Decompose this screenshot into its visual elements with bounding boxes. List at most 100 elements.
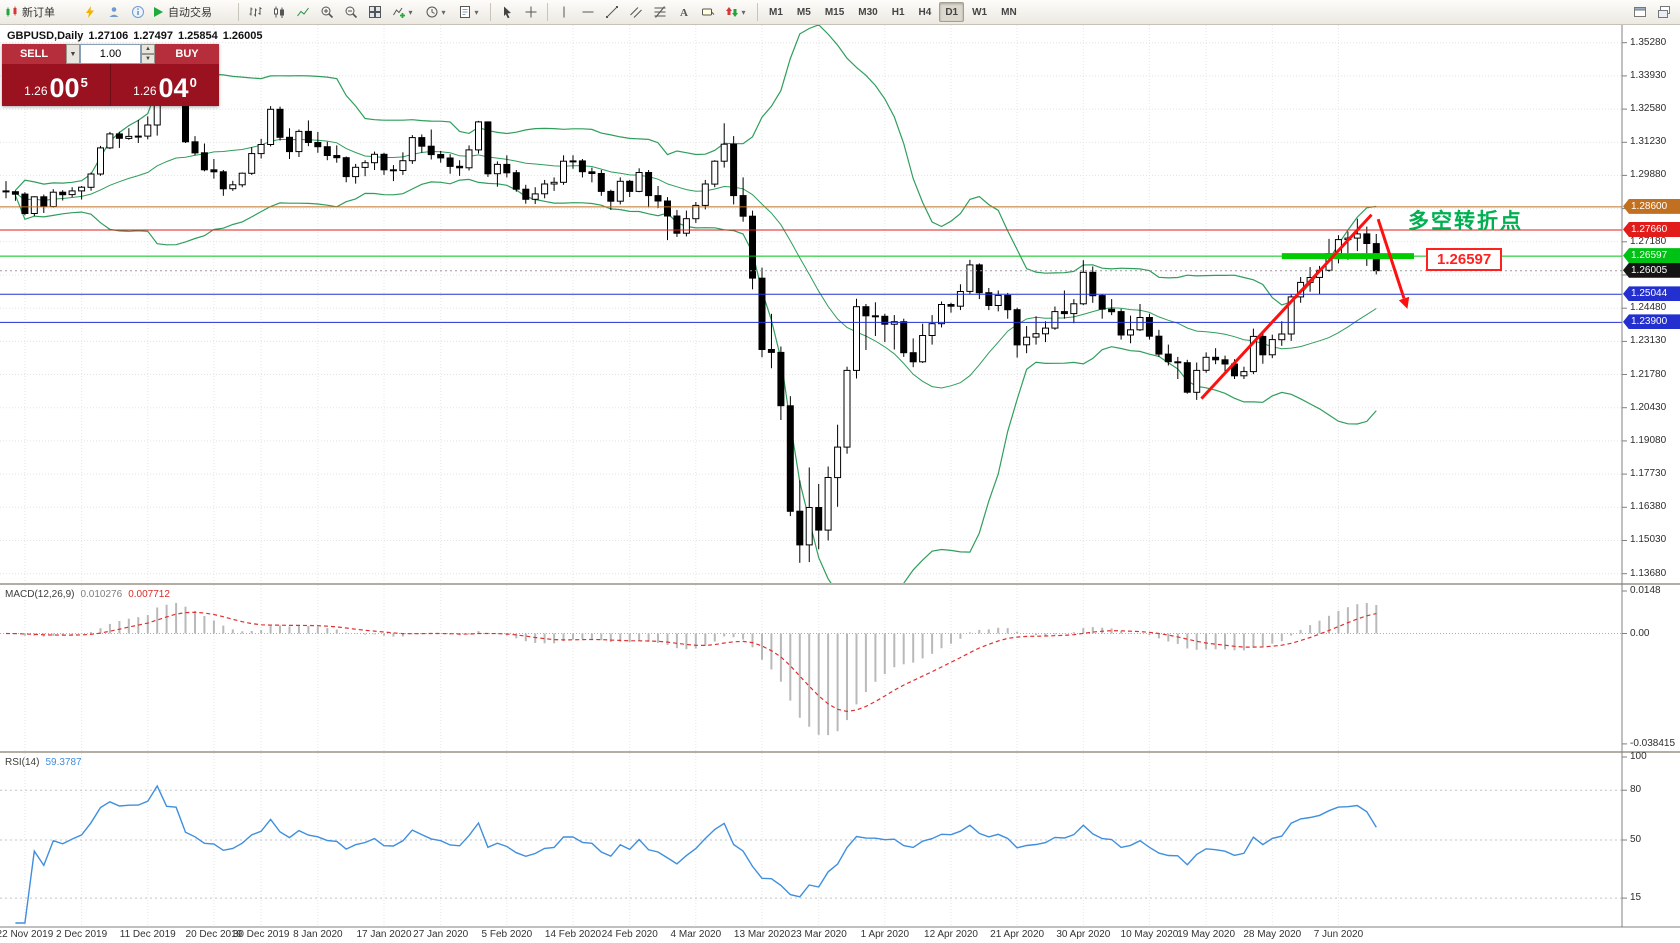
zoom-out-icon [344, 5, 358, 19]
indicators-button[interactable]: ▾ [388, 2, 419, 22]
timeframe-button-M1[interactable]: M1 [769, 6, 783, 18]
periods-button[interactable]: ▾ [421, 2, 452, 22]
template-icon [458, 5, 472, 19]
lot-spinner: ▲ ▼ [141, 44, 155, 64]
indicators-icon [392, 5, 406, 19]
lot-decrease-button[interactable]: ▼ [141, 54, 155, 64]
zoom-in-button[interactable] [316, 2, 338, 22]
chevron-down-icon: ▾ [741, 7, 746, 17]
toolbar-separator [757, 3, 758, 21]
info-icon [131, 5, 145, 19]
macd-plot [0, 603, 1622, 736]
macd-label-row: MACD(12,26,9) 0.010276 0.007712 [5, 589, 170, 600]
horizontal-line-button[interactable] [577, 2, 599, 22]
fibonacci-icon [653, 5, 667, 19]
timeframe-button-H1[interactable]: H1 [891, 6, 905, 18]
rsi-value: 59.3787 [45, 757, 82, 768]
cursor-button[interactable] [496, 2, 518, 22]
timeframe-bar: M1 M5 M15 M30 H1 H4 D1 W1 MN [762, 2, 1024, 22]
svg-text:A: A [680, 7, 688, 19]
zoom-in-icon [320, 5, 334, 19]
sell-button[interactable]: SELL [2, 44, 66, 64]
bid-small-digits: 1.26 [24, 84, 48, 98]
open-value: 1.27106 [88, 30, 129, 42]
trendline-button[interactable] [601, 2, 623, 22]
zoom-out-button[interactable] [340, 2, 362, 22]
bid-price-button[interactable]: 1.26 00 5 [2, 64, 110, 106]
price-scale[interactable] [1622, 25, 1680, 927]
rsi-name: RSI(14) [5, 757, 40, 768]
new-order-label: 新订单 [22, 7, 55, 19]
chevron-down-icon: ▼ [69, 50, 77, 58]
templates-button[interactable]: ▾ [454, 2, 485, 22]
rsi-label-row: RSI(14) 59.3787 [5, 757, 82, 768]
timeframe-button-D1[interactable]: D1 [939, 2, 965, 22]
autotrading-button[interactable]: 自动交易 [151, 2, 233, 22]
channel-button[interactable] [625, 2, 647, 22]
timeframe-button-M5[interactable]: M5 [796, 6, 811, 18]
vertical-line-icon [557, 5, 571, 19]
macd-signal-value: 0.007712 [128, 589, 170, 600]
tile-windows-icon [368, 5, 382, 19]
macd-name: MACD(12,26,9) [5, 589, 75, 600]
buy-button[interactable]: BUY [155, 44, 219, 64]
bar-chart-icon [248, 5, 262, 19]
main-chart-pane[interactable] [0, 25, 1622, 583]
line-chart-icon [296, 5, 310, 19]
play-icon [151, 5, 165, 19]
ask-price-button[interactable]: 1.26 04 0 [111, 64, 219, 106]
timeframe-button-M15[interactable]: M15 [824, 6, 845, 18]
time-scale[interactable] [0, 927, 1622, 943]
chart-title-ohlc: GBPUSD,Daily 1.27106 1.27497 1.25854 1.26005 [7, 30, 267, 42]
rsi-pane[interactable] [0, 753, 1622, 927]
text-label-button[interactable] [697, 2, 719, 22]
main-toolbar: 新订单 自动交易 ▾ ▾ ▾ A ▾ M1 M5 M15 M30 H1 H4 D1 W1 MN [0, 0, 1680, 25]
arrows-tool-button[interactable]: ▾ [721, 2, 752, 22]
trend-annotation [1200, 213, 1410, 400]
macd-pane[interactable] [0, 585, 1622, 751]
profiles-button[interactable] [103, 2, 125, 22]
close-value: 1.26005 [222, 30, 263, 42]
autotrading-label: 自动交易 [168, 7, 212, 19]
chart-window-icon[interactable] [1629, 2, 1651, 22]
label-icon [701, 5, 715, 19]
order-type-dropdown[interactable]: ▼ [66, 44, 80, 64]
help-button[interactable] [127, 2, 149, 22]
chevron-down-icon: ▾ [474, 7, 479, 17]
candlestick-chart-button[interactable] [268, 2, 290, 22]
rsi-plot [0, 784, 1622, 924]
lot-increase-button[interactable]: ▲ [141, 44, 155, 54]
bollinger-bands [14, 25, 1377, 583]
timeframe-button-M30[interactable]: M30 [858, 6, 878, 18]
new-order-button[interactable]: 新订单 [5, 2, 77, 22]
price-tag-annotation: 1.26597 [1426, 248, 1503, 271]
cursor-icon [500, 5, 514, 19]
timeframe-button-MN[interactable]: MN [1001, 6, 1017, 18]
tile-windows-button[interactable] [364, 2, 386, 22]
ask-small-digits: 1.26 [133, 84, 157, 98]
crosshair-icon [524, 5, 538, 19]
vertical-line-button[interactable] [553, 2, 575, 22]
chart-window-icon-2[interactable] [1653, 2, 1675, 22]
mql5-button[interactable] [79, 2, 101, 22]
person-icon [107, 5, 121, 19]
one-click-trading-panel: SELL ▼ ▲ ▼ BUY 1.26 00 5 1.26 04 0 [2, 44, 219, 106]
new-order-icon [5, 5, 19, 19]
timeframe-button-H4[interactable]: H4 [918, 6, 932, 18]
toolbar-separator [490, 3, 491, 21]
low-value: 1.25854 [177, 30, 218, 42]
crosshair-button[interactable] [520, 2, 542, 22]
turning-point-annotation: 多空转折点 [1408, 210, 1523, 233]
ask-big-digits: 04 [158, 73, 189, 103]
text-tool-button[interactable]: A [673, 2, 695, 22]
chevron-down-icon: ▾ [441, 7, 446, 17]
clock-icon [425, 5, 439, 19]
line-chart-button[interactable] [292, 2, 314, 22]
lot-size-input[interactable] [80, 44, 141, 64]
fibonacci-button[interactable] [649, 2, 671, 22]
timeframe-button-W1[interactable]: W1 [972, 6, 988, 18]
toolbar-separator [547, 3, 548, 21]
bid-big-digits: 00 [49, 73, 80, 103]
bar-chart-button[interactable] [244, 2, 266, 22]
